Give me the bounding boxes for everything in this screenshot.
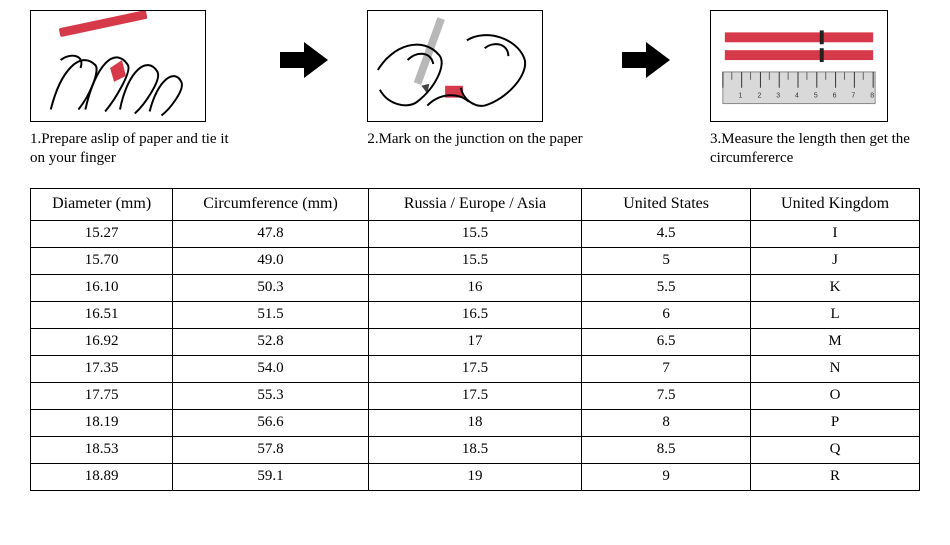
table-row: 18.1956.6188P xyxy=(31,409,920,436)
table-cell: L xyxy=(751,301,920,328)
table-cell: K xyxy=(751,274,920,301)
table-cell: O xyxy=(751,382,920,409)
table-cell: Q xyxy=(751,436,920,463)
step-1-caption: 1.Prepare aslip of paper and tie it on y… xyxy=(30,130,240,168)
table-cell: N xyxy=(751,355,920,382)
table-cell: J xyxy=(751,247,920,274)
arrow-1-icon xyxy=(276,40,332,85)
table-cell: 52.8 xyxy=(173,328,369,355)
table-cell: 17.35 xyxy=(31,355,173,382)
table-cell: 16.51 xyxy=(31,301,173,328)
steps-row: 1.Prepare aslip of paper and tie it on y… xyxy=(30,10,920,168)
table-cell: 17.75 xyxy=(31,382,173,409)
col-circumference: Circumference (mm) xyxy=(173,188,369,220)
table-cell: 16 xyxy=(368,274,581,301)
col-uk: United Kingdom xyxy=(751,188,920,220)
step-2-caption: 2.Mark on the junction on the paper xyxy=(367,130,582,149)
svg-text:7: 7 xyxy=(851,93,855,100)
table-cell: M xyxy=(751,328,920,355)
hand-with-paper-strip-icon xyxy=(31,10,205,122)
mark-junction-icon xyxy=(368,10,542,122)
step-1-illustration xyxy=(30,10,206,122)
step-3-caption: 3.Measure the length then get the circum… xyxy=(710,130,920,168)
table-cell: 17 xyxy=(368,328,581,355)
svg-text:6: 6 xyxy=(833,93,837,100)
table-cell: 56.6 xyxy=(173,409,369,436)
step-2-illustration xyxy=(367,10,543,122)
table-cell: 16.92 xyxy=(31,328,173,355)
table-row: 16.9252.8176.5M xyxy=(31,328,920,355)
table-cell: 15.5 xyxy=(368,220,581,247)
table-cell: 59.1 xyxy=(173,463,369,490)
ruler-measure-icon: 1 2 3 4 5 6 7 8 xyxy=(711,10,887,122)
table-cell: 6 xyxy=(582,301,751,328)
col-rea: Russia / Europe / Asia xyxy=(368,188,581,220)
step-2: 2.Mark on the junction on the paper xyxy=(367,10,582,149)
col-us: United States xyxy=(582,188,751,220)
table-cell: 7 xyxy=(582,355,751,382)
table-cell: 50.3 xyxy=(173,274,369,301)
table-row: 16.1050.3165.5K xyxy=(31,274,920,301)
table-row: 15.7049.015.55J xyxy=(31,247,920,274)
table-cell: 51.5 xyxy=(173,301,369,328)
svg-text:5: 5 xyxy=(814,93,818,100)
table-cell: 19 xyxy=(368,463,581,490)
table-cell: 17.5 xyxy=(368,355,581,382)
table-header-row: Diameter (mm) Circumference (mm) Russia … xyxy=(31,188,920,220)
table-cell: 55.3 xyxy=(173,382,369,409)
table-cell: P xyxy=(751,409,920,436)
step-3-illustration: 1 2 3 4 5 6 7 8 xyxy=(710,10,888,122)
ring-size-table: Diameter (mm) Circumference (mm) Russia … xyxy=(30,188,920,491)
table-row: 16.5151.516.56L xyxy=(31,301,920,328)
col-diameter: Diameter (mm) xyxy=(31,188,173,220)
table-cell: 18.5 xyxy=(368,436,581,463)
table-row: 17.7555.317.57.5O xyxy=(31,382,920,409)
table-cell: 6.5 xyxy=(582,328,751,355)
table-cell: 16.5 xyxy=(368,301,581,328)
table-cell: 16.10 xyxy=(31,274,173,301)
table-cell: 7.5 xyxy=(582,382,751,409)
table-cell: 8 xyxy=(582,409,751,436)
table-cell: 17.5 xyxy=(368,382,581,409)
table-cell: 18.53 xyxy=(31,436,173,463)
table-cell: 18.19 xyxy=(31,409,173,436)
table-row: 18.8959.1199R xyxy=(31,463,920,490)
step-1: 1.Prepare aslip of paper and tie it on y… xyxy=(30,10,240,168)
svg-text:4: 4 xyxy=(795,93,799,100)
table-cell: I xyxy=(751,220,920,247)
table-cell: 18.89 xyxy=(31,463,173,490)
table-row: 17.3554.017.57N xyxy=(31,355,920,382)
table-cell: 47.8 xyxy=(173,220,369,247)
svg-text:2: 2 xyxy=(757,93,761,100)
svg-text:3: 3 xyxy=(776,93,780,100)
arrow-2-icon xyxy=(618,40,674,85)
table-cell: 4.5 xyxy=(582,220,751,247)
table-cell: 15.5 xyxy=(368,247,581,274)
svg-text:1: 1 xyxy=(739,93,743,100)
table-cell: 15.27 xyxy=(31,220,173,247)
table-cell: 15.70 xyxy=(31,247,173,274)
table-row: 15.2747.815.54.5I xyxy=(31,220,920,247)
table-cell: 8.5 xyxy=(582,436,751,463)
step-3: 1 2 3 4 5 6 7 8 3.Measure the length the… xyxy=(710,10,920,168)
table-cell: 18 xyxy=(368,409,581,436)
table-cell: 49.0 xyxy=(173,247,369,274)
table-cell: R xyxy=(751,463,920,490)
table-row: 18.5357.818.58.5Q xyxy=(31,436,920,463)
table-cell: 5.5 xyxy=(582,274,751,301)
table-cell: 54.0 xyxy=(173,355,369,382)
table-cell: 57.8 xyxy=(173,436,369,463)
svg-text:8: 8 xyxy=(870,93,874,100)
table-cell: 9 xyxy=(582,463,751,490)
table-cell: 5 xyxy=(582,247,751,274)
